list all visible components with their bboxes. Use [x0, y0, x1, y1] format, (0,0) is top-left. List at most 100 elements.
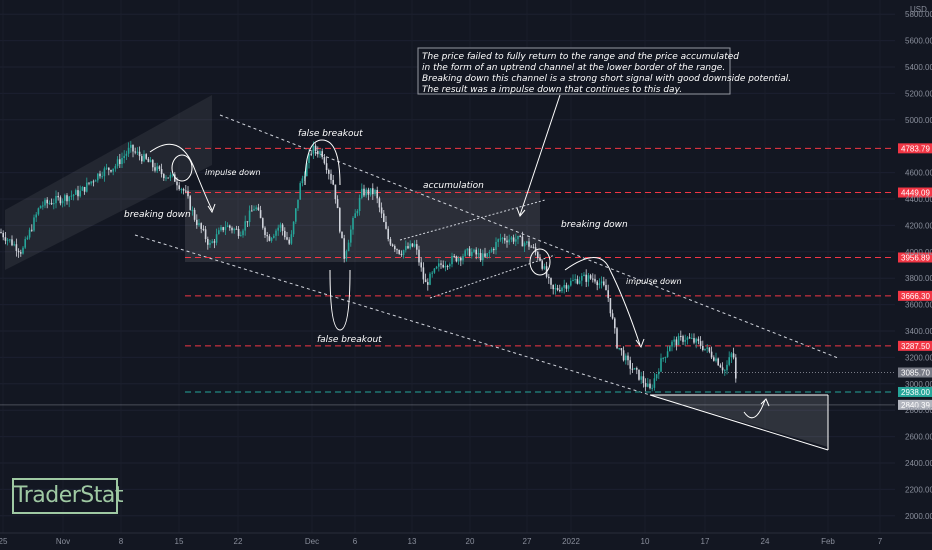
candle-body: [152, 160, 154, 168]
candle-body: [552, 284, 554, 290]
candle-body: [457, 257, 460, 262]
candle-body: [512, 237, 515, 242]
candle-body: [715, 358, 717, 361]
candle-body: [614, 318, 616, 329]
level-price-tag: [898, 399, 932, 410]
candle-body: [215, 234, 218, 243]
candle-body: [653, 378, 656, 388]
candle-body: [372, 188, 374, 195]
candle-body: [114, 166, 117, 169]
note-line-2: in the form of an uptrend channel at the…: [422, 63, 725, 73]
candle-body: [48, 202, 51, 204]
candle-body: [134, 151, 136, 153]
candle-body: [132, 144, 134, 152]
x-tick-label: 7: [878, 537, 883, 546]
candle-body: [218, 230, 220, 235]
candle-body: [380, 207, 383, 214]
y-tick-label: 2400.00: [905, 459, 932, 468]
candle-body: [77, 190, 79, 197]
candle-body: [213, 241, 216, 243]
candle-body: [633, 368, 636, 370]
candle-body: [455, 256, 458, 262]
candle-body: [539, 257, 541, 261]
candle-body: [556, 288, 559, 290]
candle-body: [424, 279, 427, 283]
candle-body: [235, 228, 238, 230]
candle-body: [389, 239, 392, 245]
candle-body: [611, 313, 614, 319]
candle-body: [523, 243, 526, 247]
candle-body: [629, 360, 631, 369]
candle-body: [603, 281, 605, 286]
candle-body: [706, 347, 708, 349]
candle-body: [717, 358, 719, 366]
candle-body: [165, 177, 167, 179]
breakdown-circle-2: [529, 248, 551, 276]
y-tick-label: 2800.00: [905, 406, 932, 415]
target-zone-edge: [649, 394, 829, 451]
price-axis[interactable]: 5800.00 5600.00 5400.00 5200.00 5000.00 4600.…: [905, 10, 932, 521]
candle-body: [429, 273, 431, 285]
candle-body: [323, 157, 326, 164]
time-axis[interactable]: 25 Nov 8 15 22 Dec 6 13 20 27 2022 10 17 24 Feb 7: [0, 537, 883, 546]
note-line-3: Breaking down this channel is a strong s…: [422, 74, 791, 84]
candle-body: [471, 251, 473, 256]
candle-body: [257, 207, 260, 211]
y-tick-label: 5200.00: [905, 89, 932, 98]
candle-body: [79, 190, 81, 197]
candle-body: [422, 267, 425, 280]
candle-body: [541, 260, 543, 269]
candle-body: [468, 248, 471, 256]
impulse-arrow-1-head: [207, 203, 216, 214]
candle-body: [642, 376, 645, 384]
candle-body: [310, 153, 312, 155]
candle-body: [44, 199, 46, 206]
candle-body: [416, 244, 418, 250]
candle-body: [363, 188, 365, 196]
candle-body: [682, 336, 684, 342]
candle-body: [598, 283, 601, 286]
y-tick-label: 4400.00: [905, 195, 932, 204]
candle-body: [578, 280, 581, 284]
candle-body: [281, 224, 284, 231]
candle-body: [55, 195, 57, 204]
candle-body: [299, 183, 301, 200]
candle-body: [460, 257, 462, 261]
x-tick-label: 10: [641, 537, 650, 546]
candle-body: [504, 237, 506, 241]
candle-body: [90, 181, 92, 184]
level-price-tag: [898, 367, 932, 378]
candle-body: [583, 274, 585, 277]
candle-body: [81, 186, 84, 191]
x-tick-label: 22: [234, 537, 243, 546]
candle-body: [391, 244, 394, 247]
candle-body: [138, 151, 141, 157]
candle-body: [350, 229, 352, 243]
candle-body: [466, 248, 469, 251]
candle-body: [207, 238, 209, 245]
candle-body: [446, 266, 449, 268]
level-price-label: 3287.50: [901, 342, 930, 351]
impulse-arrow-2-head: [635, 338, 645, 349]
candle-body: [600, 281, 603, 284]
candle-body: [343, 238, 345, 259]
candle-body: [625, 355, 627, 361]
false-breakout-bottom-label: false breakout: [317, 335, 382, 345]
candle-body: [204, 229, 207, 239]
candle-body: [110, 170, 112, 172]
candle-body: [530, 246, 532, 248]
candle-body: [61, 200, 64, 204]
candle-body: [490, 249, 493, 252]
x-tick-label: 24: [761, 537, 770, 546]
candle-body: [68, 196, 70, 202]
candle-body: [537, 252, 539, 258]
candle-body: [728, 357, 730, 365]
candle-body: [671, 341, 673, 347]
candle-body: [273, 235, 275, 238]
price-series: [0, 141, 737, 392]
candle-body: [693, 338, 695, 343]
candle-body: [125, 153, 128, 156]
candle-body: [418, 249, 420, 263]
level-price-tag: [898, 340, 932, 351]
